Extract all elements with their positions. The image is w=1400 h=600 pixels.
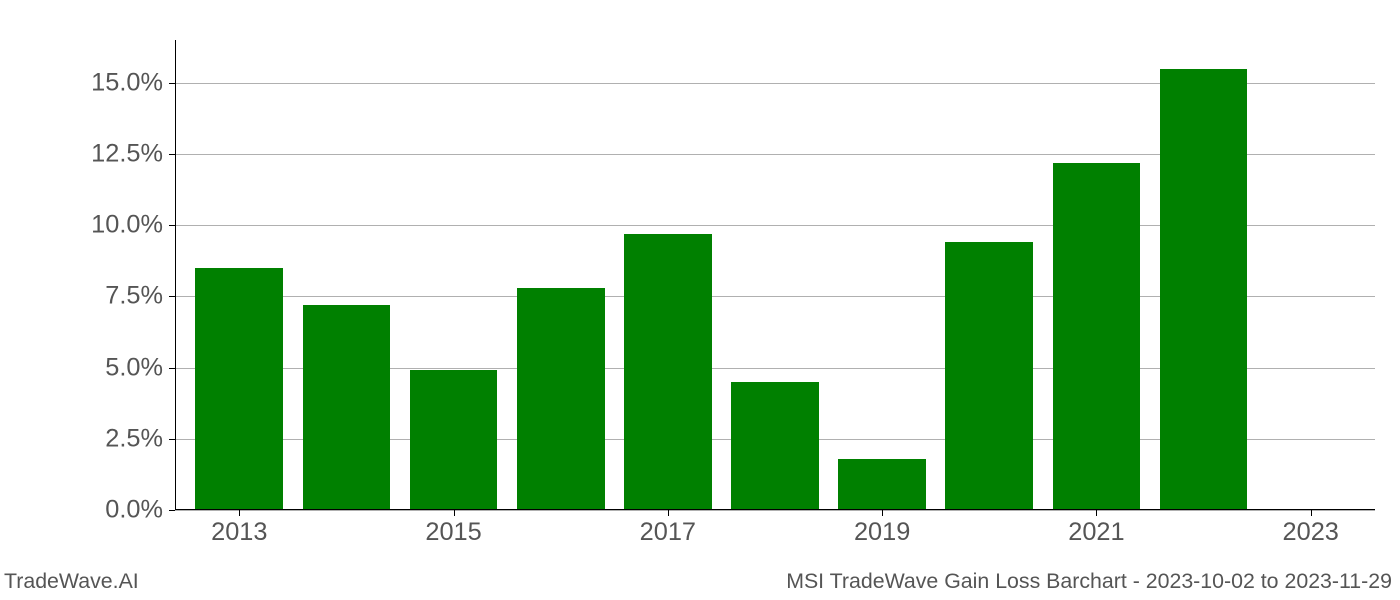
- x-tick-mark: [1311, 510, 1312, 516]
- footer-left: TradeWave.AI: [4, 569, 139, 594]
- y-tick-mark: [169, 83, 175, 84]
- bar: [945, 242, 1033, 510]
- x-tick-label: 2013: [211, 518, 267, 547]
- bar: [517, 288, 605, 510]
- x-tick-mark: [239, 510, 240, 516]
- x-tick-label: 2017: [640, 518, 696, 547]
- y-tick-label: 7.5%: [105, 282, 163, 311]
- bar: [838, 459, 926, 510]
- bar: [1053, 163, 1141, 511]
- bar: [410, 370, 498, 510]
- chart-container: TradeWave.AI MSI TradeWave Gain Loss Bar…: [0, 0, 1400, 600]
- x-tick-mark: [668, 510, 669, 516]
- y-tick-mark: [169, 154, 175, 155]
- grid-line: [175, 510, 1375, 511]
- y-tick-label: 0.0%: [105, 496, 163, 525]
- x-tick-mark: [454, 510, 455, 516]
- y-tick-label: 2.5%: [105, 424, 163, 453]
- x-tick-mark: [1096, 510, 1097, 516]
- bar: [624, 234, 712, 510]
- bar: [303, 305, 391, 510]
- y-tick-label: 5.0%: [105, 353, 163, 382]
- y-tick-label: 12.5%: [91, 139, 163, 168]
- y-tick-label: 15.0%: [91, 68, 163, 97]
- bar: [1160, 69, 1248, 511]
- plot-area: [175, 40, 1375, 510]
- bar: [195, 268, 283, 510]
- x-tick-label: 2021: [1068, 518, 1124, 547]
- y-tick-mark: [169, 225, 175, 226]
- x-tick-label: 2023: [1283, 518, 1339, 547]
- bar: [731, 382, 819, 510]
- footer-right: MSI TradeWave Gain Loss Barchart - 2023-…: [786, 569, 1392, 594]
- y-tick-mark: [169, 368, 175, 369]
- y-tick-mark: [169, 510, 175, 511]
- y-tick-mark: [169, 439, 175, 440]
- y-tick-mark: [169, 296, 175, 297]
- y-axis-spine: [175, 40, 176, 510]
- x-tick-mark: [882, 510, 883, 516]
- x-tick-label: 2019: [854, 518, 910, 547]
- y-tick-label: 10.0%: [91, 211, 163, 240]
- x-tick-label: 2015: [425, 518, 481, 547]
- x-axis-spine: [175, 509, 1375, 510]
